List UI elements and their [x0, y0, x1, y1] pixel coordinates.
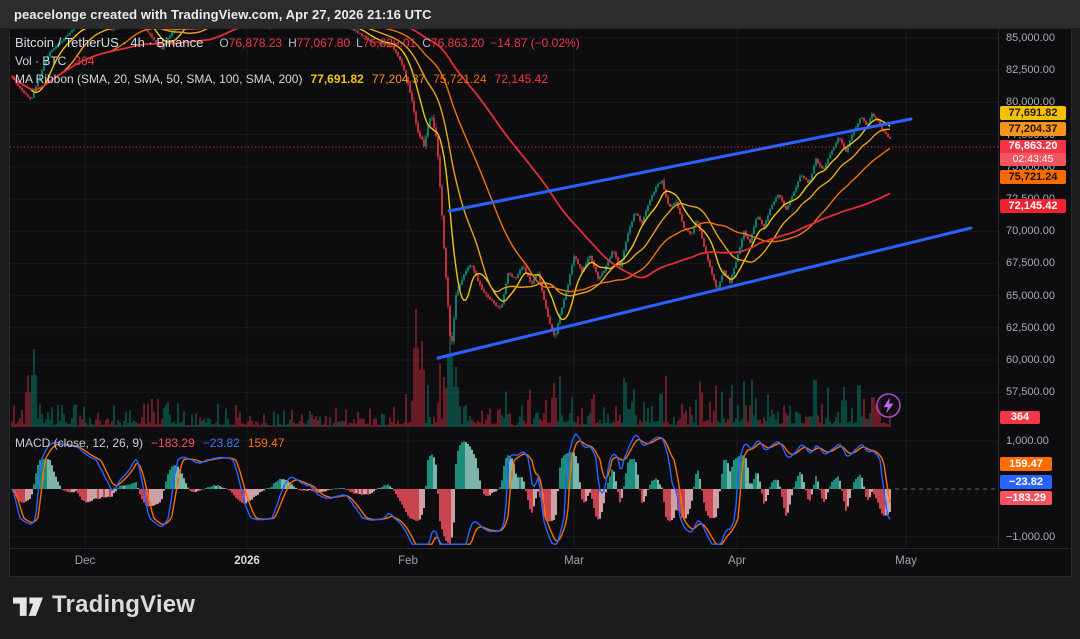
price-tick-label: 82,500.00: [1006, 64, 1055, 77]
sma100-value: 75,721.24: [433, 72, 487, 86]
sma50-value: 77,204.37: [371, 72, 426, 86]
time-axis-label-may: May: [895, 555, 917, 567]
price-tick-label: 57,500.00: [1006, 386, 1055, 399]
change-value: −14.87 (−0.02%): [490, 36, 580, 50]
sma100-price-label: 75,721.24: [1000, 170, 1066, 184]
last-price-label: 76,863.20 02:43:45: [1000, 140, 1066, 166]
lightning-trade-button[interactable]: [875, 392, 902, 419]
time-axis-label-apr: Apr: [728, 555, 746, 567]
chart-canvas[interactable]: [10, 29, 998, 548]
ma-ribbon-label[interactable]: MA Ribbon (SMA, 20, SMA, 50, SMA, 100, S…: [15, 72, 303, 86]
close-label: C: [422, 36, 431, 50]
time-axis-label-mar: Mar: [564, 555, 584, 567]
lightning-icon: [876, 393, 901, 418]
price-axis[interactable]: 85,000.0082,500.0080,000.0077,500.0075,0…: [998, 29, 1073, 548]
sma20-value: 77,691.82: [310, 72, 364, 86]
macd-study-label[interactable]: MACD (close, 12, 26, 9): [15, 436, 144, 450]
macd-tick-label: 1,000.00: [1006, 435, 1049, 447]
price-tick-label: 67,500.00: [1006, 257, 1055, 270]
price-tick-label: 62,500.00: [1006, 321, 1055, 334]
low-label: L: [356, 36, 363, 50]
time-axis[interactable]: Dec 2026 Feb Mar Apr May: [10, 548, 1073, 577]
price-tick-label: 60,000.00: [1006, 354, 1055, 366]
macd-histogram-value: −183.29: [151, 436, 195, 450]
chart-legend: Bitcoin / TetherUS · 4h · Binance O76,878…: [15, 34, 580, 88]
sma200-price-label: 72,145.42: [1000, 199, 1066, 213]
macd-tick-label: −1,000.00: [1006, 531, 1056, 543]
time-axis-label-2026: 2026: [234, 555, 260, 567]
macd-line-label: −23.82: [1000, 475, 1052, 489]
time-axis-label-dec: Dec: [74, 555, 96, 567]
volume-study-label[interactable]: Vol · BTC: [15, 54, 67, 68]
open-value: 76,878.23: [228, 36, 283, 50]
tradingview-brand: TradingView: [52, 591, 196, 618]
price-tick-label: 85,000.00: [1006, 32, 1055, 44]
sma50-price-label: 77,204.37: [1000, 122, 1066, 136]
footer: TradingView: [0, 577, 1080, 639]
open-label: O: [219, 36, 229, 50]
attribution-text: peacelonge created with TradingView.com,…: [14, 6, 432, 22]
time-axis-label-feb: Feb: [398, 555, 418, 567]
volume-study-value: 364: [74, 54, 95, 68]
macd-histogram-label: −183.29: [1000, 491, 1052, 505]
macd-signal-value: 159.47: [247, 436, 285, 450]
volume-axis-label: 364: [1000, 411, 1040, 424]
volume-row: Vol · BTC 364: [15, 52, 580, 70]
price-tick-label: 80,000.00: [1006, 96, 1055, 109]
countdown-timer: 02:43:45: [1000, 153, 1066, 166]
low-value: 76,829.01: [362, 36, 417, 50]
close-value: 76,863.20: [430, 36, 485, 50]
sma20-price-label: 77,691.82: [1000, 106, 1066, 120]
price-tick-label: 70,000.00: [1006, 225, 1055, 238]
tradingview-logo-icon: [13, 597, 43, 616]
high-value: 77,067.80: [296, 36, 351, 50]
price-tick-label: 65,000.00: [1006, 289, 1055, 302]
ma-ribbon-row: MA Ribbon (SMA, 20, SMA, 50, SMA, 100, S…: [15, 70, 580, 88]
macd-signal-label: 159.47: [1000, 457, 1052, 471]
attribution-bar: peacelonge created with TradingView.com,…: [0, 0, 1080, 28]
sma200-value: 72,145.42: [494, 72, 549, 86]
chart-container[interactable]: 85,000.0082,500.0080,000.0077,500.0075,0…: [9, 28, 1073, 577]
symbol-title[interactable]: Bitcoin / TetherUS · 4h · Binance: [15, 35, 204, 50]
high-label: H: [288, 36, 297, 50]
symbol-row: Bitcoin / TetherUS · 4h · Binance O76,878…: [15, 34, 580, 52]
macd-line-value: −23.82: [202, 436, 240, 450]
macd-legend: MACD (close, 12, 26, 9) −183.29 −23.82 159.…: [15, 436, 285, 450]
